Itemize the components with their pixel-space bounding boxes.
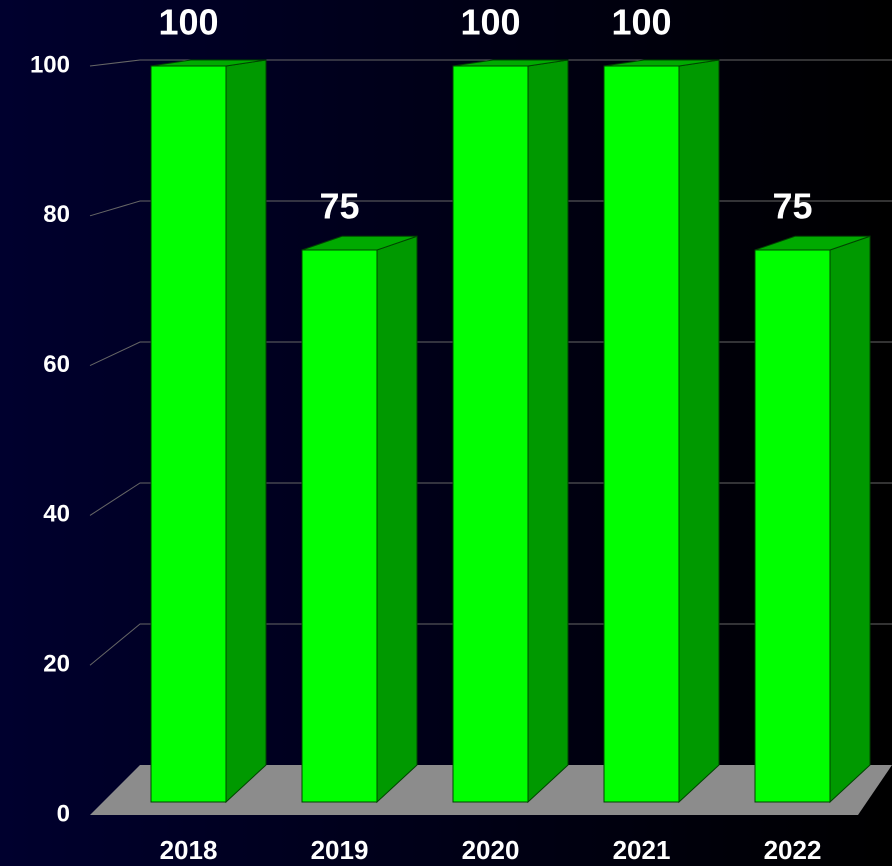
y-tick-label: 80 (43, 201, 70, 228)
x-tick-label: 2021 (613, 835, 671, 865)
bar (452, 65, 529, 803)
y-tick-label: 60 (43, 351, 70, 378)
value-label: 100 (611, 2, 671, 43)
y-tick-label: 20 (43, 651, 70, 678)
x-tick-label: 2022 (764, 835, 822, 865)
bar (603, 65, 680, 803)
value-label: 75 (772, 186, 812, 227)
y-tick-label: 100 (30, 51, 70, 78)
y-tick-label: 0 (57, 800, 70, 827)
bar-side (527, 59, 569, 804)
bar (150, 65, 227, 803)
bar (301, 249, 378, 803)
bar-side (678, 59, 720, 804)
bar (754, 249, 831, 803)
bar-side (829, 235, 871, 804)
value-label: 100 (460, 2, 520, 43)
x-tick-label: 2020 (462, 835, 520, 865)
bar-side (376, 235, 418, 804)
value-label: 75 (319, 186, 359, 227)
bar-side (225, 59, 267, 804)
x-tick-label: 2018 (160, 835, 218, 865)
y-tick-label: 40 (43, 501, 70, 528)
value-label: 100 (158, 2, 218, 43)
x-tick-label: 2019 (311, 835, 369, 865)
